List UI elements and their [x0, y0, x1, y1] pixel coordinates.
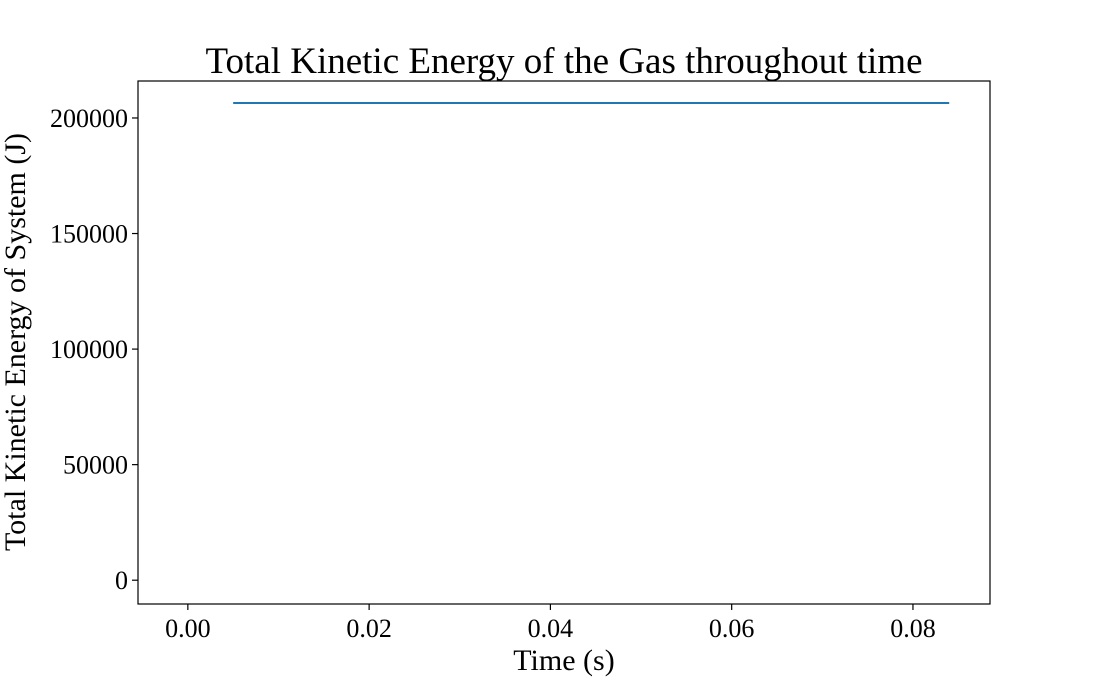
- y-tick-label: 50000: [63, 451, 128, 480]
- plot-frame: [137, 80, 991, 605]
- y-axis-label: Total Kinetic Energy of System (J): [0, 133, 32, 551]
- y-tick-label: 200000: [50, 104, 128, 133]
- chart-title: Total Kinetic Energy of the Gas througho…: [205, 41, 922, 82]
- x-tick-label: 0.04: [528, 614, 574, 643]
- y-tick-label: 100000: [50, 335, 128, 364]
- x-tick-label: 0.06: [709, 614, 755, 643]
- x-axis-label: Time (s): [513, 644, 614, 677]
- y-tick-label: 150000: [50, 220, 128, 249]
- y-tick-label: 0: [115, 566, 128, 595]
- ticks-layer: 0.00 0.02 0.04 0.06 0.08 0 50000 100000 150000 20…: [50, 104, 936, 643]
- x-tick-label: 0.00: [165, 614, 211, 643]
- x-tick-label: 0.08: [890, 614, 936, 643]
- x-tick-label: 0.02: [346, 614, 392, 643]
